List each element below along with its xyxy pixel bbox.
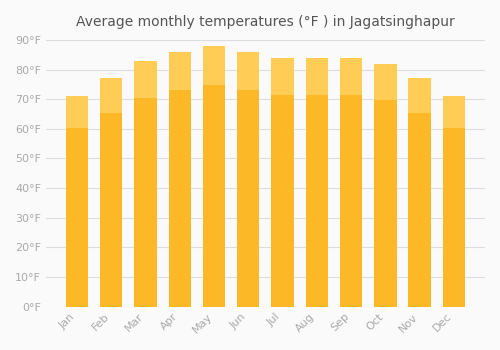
Title: Average monthly temperatures (°F ) in Jagatsinghapur: Average monthly temperatures (°F ) in Ja… — [76, 15, 455, 29]
Bar — [340, 58, 362, 307]
Bar — [237, 52, 260, 307]
Bar — [66, 96, 88, 307]
Bar — [237, 52, 260, 90]
Bar — [340, 58, 362, 95]
Bar — [272, 58, 293, 95]
Bar — [374, 64, 396, 100]
Bar — [374, 64, 396, 307]
Bar — [408, 78, 431, 307]
Bar — [100, 78, 122, 307]
Bar — [100, 78, 122, 113]
Bar — [66, 96, 88, 128]
Bar — [134, 61, 156, 98]
Bar — [203, 46, 225, 85]
Bar — [306, 58, 328, 307]
Bar — [168, 52, 191, 307]
Bar — [306, 58, 328, 95]
Bar — [203, 46, 225, 307]
Bar — [134, 61, 156, 307]
Bar — [443, 96, 465, 128]
Bar — [168, 52, 191, 90]
Bar — [272, 58, 293, 307]
Bar — [443, 96, 465, 307]
Bar — [408, 78, 431, 113]
